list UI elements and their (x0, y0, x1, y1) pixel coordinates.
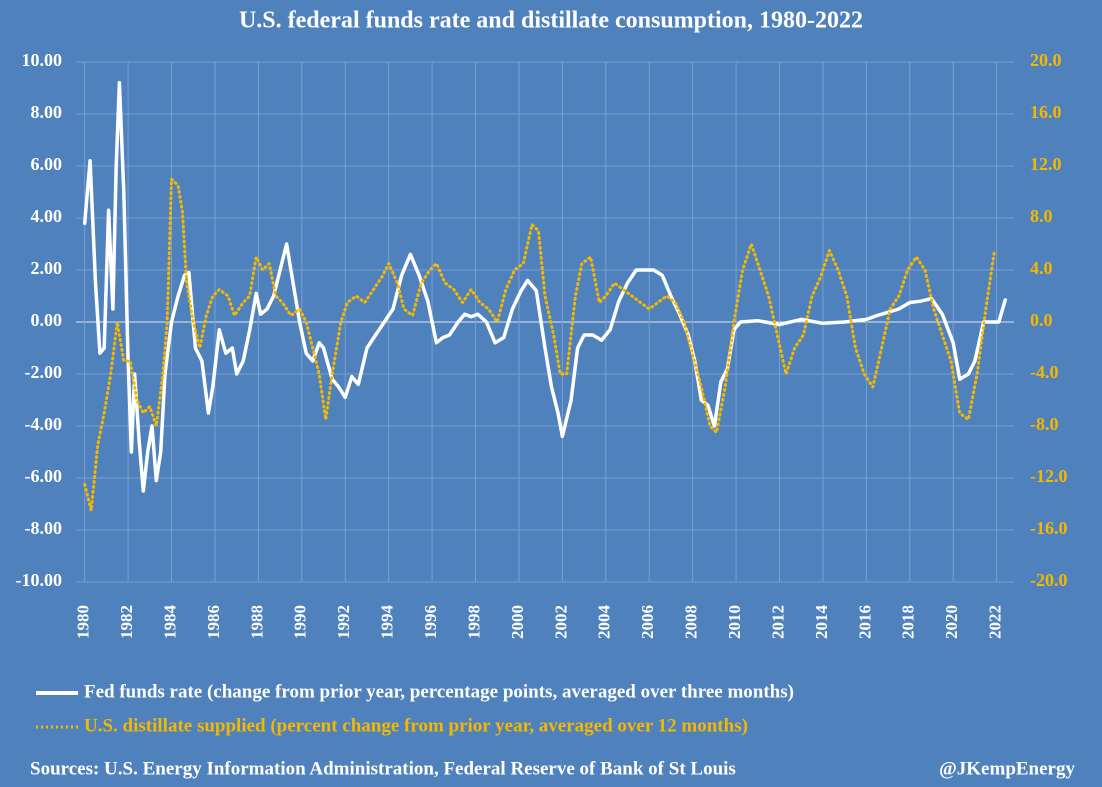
x-tick-label: 1996 (421, 605, 440, 639)
y2-tick-label: -20.0 (1030, 570, 1068, 590)
x-tick-label: 1982 (117, 605, 136, 639)
x-tick-label: 2004 (595, 605, 614, 640)
y-tick-label: 10.00 (22, 50, 63, 70)
x-tick-label: 2020 (942, 605, 961, 639)
y-tick-label: 0.00 (31, 310, 63, 330)
series-line (82, 81, 1008, 493)
x-tick-label: 1990 (291, 605, 310, 639)
y-tick-label: -4.00 (25, 414, 63, 434)
y2-tick-label: -16.0 (1030, 518, 1068, 538)
x-tick-label: 2010 (725, 605, 744, 639)
handle: @JKempEnergy (939, 758, 1075, 779)
x-tick-label: 1984 (160, 605, 179, 640)
x-tick-label: 2022 (986, 605, 1005, 639)
chart-title: U.S. federal funds rate and distillate c… (239, 8, 863, 34)
legend-label: U.S. distillate supplied (percent change… (84, 715, 748, 736)
x-tick-label: 2012 (768, 605, 787, 639)
y-tick-label: 8.00 (31, 102, 63, 122)
y-tick-label: -6.00 (25, 466, 63, 486)
x-tick-label: 2002 (551, 605, 570, 639)
y2-tick-label: 20.0 (1030, 50, 1062, 70)
y-tick-label: -2.00 (25, 362, 63, 382)
legend-label: Fed funds rate (change from prior year, … (84, 681, 794, 702)
x-tick-label: 2006 (638, 605, 657, 639)
x-tick-label: 2016 (855, 605, 874, 639)
x-tick-label: 1988 (247, 605, 266, 639)
x-tick-label: 2008 (682, 605, 701, 639)
y2-tick-label: -12.0 (1030, 466, 1068, 486)
y2-tick-label: 0.0 (1030, 310, 1053, 330)
x-tick-label: 1998 (464, 605, 483, 639)
y2-tick-label: 12.0 (1030, 154, 1062, 174)
y2-tick-label: 4.0 (1030, 258, 1053, 278)
x-tick-label: 1992 (334, 605, 353, 639)
y2-tick-label: 16.0 (1030, 102, 1062, 122)
x-tick-label: 1994 (378, 605, 397, 640)
series-line (83, 177, 996, 512)
x-tick-label: 2014 (812, 605, 831, 640)
x-tick-label: 2000 (508, 605, 527, 639)
y2-tick-label: -4.0 (1030, 362, 1059, 382)
y2-tick-label: 8.0 (1030, 206, 1053, 226)
y-tick-label: 2.00 (31, 258, 63, 278)
y-tick-label: -8.00 (25, 518, 63, 538)
x-tick-label: 1986 (204, 605, 223, 639)
y-tick-label: 4.00 (31, 206, 63, 226)
y2-tick-label: -8.0 (1030, 414, 1059, 434)
x-tick-label: 1980 (74, 605, 93, 639)
y-tick-label: -10.00 (16, 570, 63, 590)
x-tick-label: 2018 (899, 605, 918, 639)
y-tick-label: 6.00 (31, 154, 63, 174)
sources: Sources: U.S. Energy Information Adminis… (30, 758, 736, 779)
